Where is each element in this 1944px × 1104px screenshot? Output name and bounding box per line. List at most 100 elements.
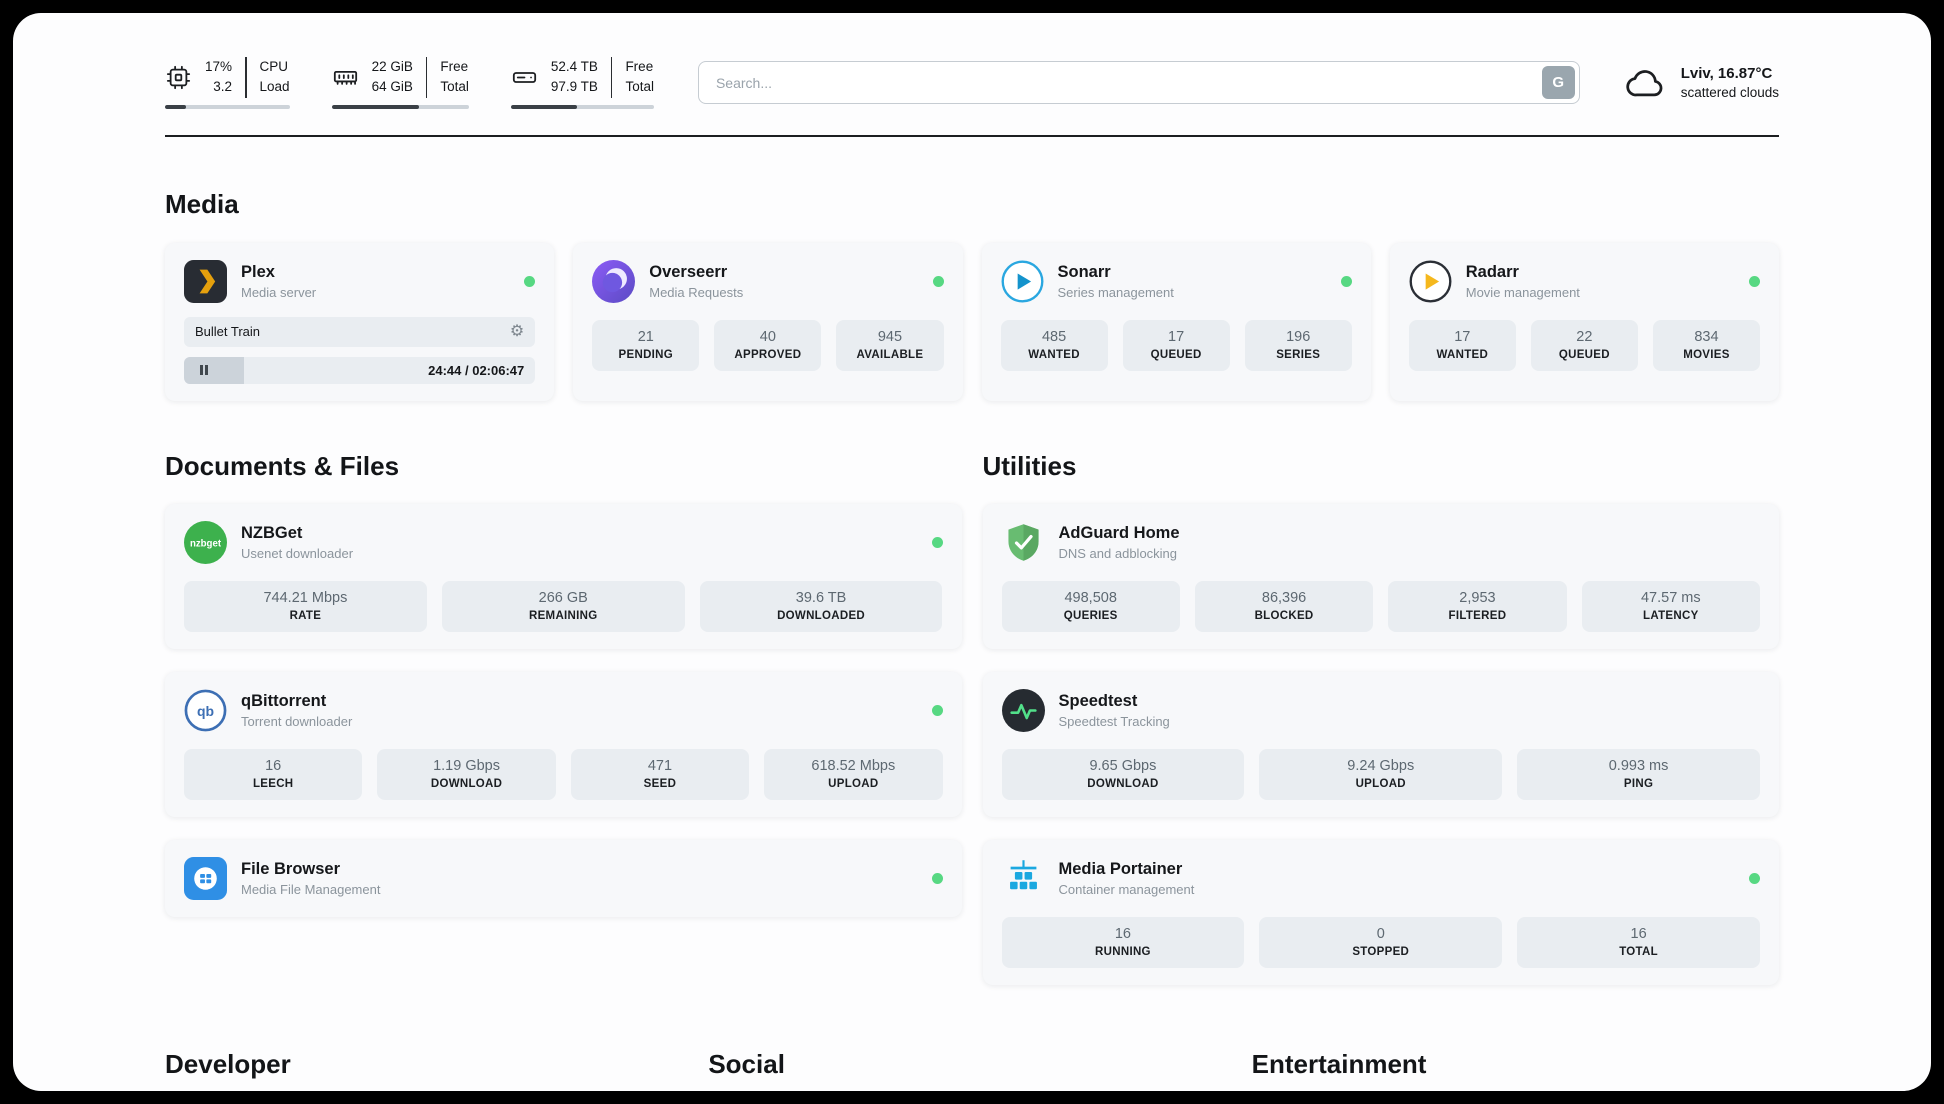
status-indicator: [931, 872, 943, 884]
app-name: AdGuard Home: [1058, 523, 1180, 542]
stat-divider: [425, 57, 428, 98]
pause-button[interactable]: [191, 362, 216, 379]
stat-box: 47.57 ms LATENCY: [1581, 580, 1760, 632]
now-playing-title: Bullet Train: [195, 324, 261, 339]
header-divider: [165, 134, 1779, 137]
stats-row: 9.65 Gbps DOWNLOAD 9.24 Gbps UPLOAD 0.99…: [1001, 748, 1761, 800]
stat-box: 9.65 Gbps DOWNLOAD: [1001, 748, 1245, 800]
status-indicator: [1340, 275, 1352, 287]
app-card-qbittorrent[interactable]: qb qBittorrent Torrent downloader: [165, 671, 962, 817]
weather-widget[interactable]: Lviv, 16.87°C scattered clouds: [1624, 61, 1779, 105]
ram-stat: 22 GiB 64 GiB Free Total: [331, 57, 469, 109]
stat-box: 39.6 TB DOWNLOADED: [699, 580, 943, 632]
cloud-icon: [1624, 61, 1668, 105]
app-name: Overseerr: [649, 262, 728, 281]
stat-box: 196 SERIES: [1244, 319, 1352, 371]
stat-value: 9.24 Gbps: [1347, 757, 1415, 774]
stats-row: 744.21 Mbps RATE 266 GB REMAINING 39.6 T…: [184, 580, 943, 632]
stat-value: 471: [647, 757, 673, 774]
app-name: Speedtest: [1058, 691, 1138, 710]
cpu-percent: 17%: [205, 59, 233, 74]
stat-box: 86,396 BLOCKED: [1194, 580, 1374, 632]
section-documents: Documents & Files nzbget NZBGet: [165, 413, 962, 985]
stat-value: 266 GB: [538, 589, 588, 606]
stat-box: 40 APPROVED: [714, 319, 822, 371]
stats-row: 485 WANTED 17 QUEUED 196 SERIES: [1000, 319, 1352, 371]
section-title-entertainment: Entertainment: [1251, 1048, 1427, 1079]
disk-total-value: 97.9 TB: [550, 79, 598, 95]
section-title-utilities: Utilities: [982, 450, 1077, 481]
app-name: qBittorrent: [241, 691, 327, 710]
stat-label: QUEUED: [1150, 348, 1202, 361]
app-card-nzbget[interactable]: nzbget NZBGet Usenet downloader 74: [165, 503, 962, 649]
weather-location: Lviv, 16.87°C: [1680, 65, 1773, 83]
system-stats: 17% 3.2 CPU Load: [165, 57, 654, 109]
stat-label: RUNNING: [1095, 945, 1151, 958]
stat-box: 9.24 Gbps UPLOAD: [1259, 748, 1503, 800]
status-indicator: [932, 275, 944, 287]
stat-label: STOPPED: [1352, 945, 1410, 958]
disk-stat: 52.4 TB 97.9 TB Free Total: [510, 57, 654, 109]
stat-label: LEECH: [252, 777, 294, 790]
app-subtitle: DNS and adblocking: [1058, 545, 1178, 561]
disk-free-value: 52.4 TB: [550, 59, 598, 74]
app-card-plex[interactable]: Plex Media server Bullet Train ⚙ 24:44 /…: [165, 242, 555, 401]
app-card-radarr[interactable]: Radarr Movie management 17 WANTED 22 QUE…: [1389, 242, 1779, 401]
stat-label: PING: [1623, 777, 1654, 790]
playback-progress-fill: [184, 356, 244, 384]
section-title-documents: Documents & Files: [165, 450, 400, 481]
stat-label: DOWNLOAD: [430, 777, 503, 790]
cpu-label: CPU: [259, 59, 289, 74]
stat-divider: [610, 57, 613, 98]
stat-label: SERIES: [1276, 348, 1321, 361]
ram-total-label: Total: [440, 79, 469, 95]
stat-value: 498,508: [1064, 589, 1117, 606]
app-card-sonarr[interactable]: Sonarr Series management 485 WANTED 17 Q…: [981, 242, 1371, 401]
stat-box: 21 PENDING: [592, 319, 700, 371]
app-card-speedtest[interactable]: Speedtest Speedtest Tracking 9.65 Gbps D…: [982, 671, 1779, 817]
stat-box: 0.993 ms PING: [1517, 748, 1760, 800]
stat-box: 834 MOVIES: [1652, 319, 1760, 371]
cpu-progress-bar: [165, 104, 290, 109]
search: G: [697, 61, 1580, 105]
cpu-icon: [165, 64, 192, 91]
stat-box: 2,953 FILTERED: [1388, 580, 1567, 632]
stat-label: UPLOAD: [828, 777, 879, 790]
bookmark-group-social: Social LI LinkedIn linkedin.com TW Twitt…: [708, 1049, 1235, 1092]
stat-value: 196: [1286, 328, 1311, 345]
app-card-filebrowser[interactable]: File Browser Media File Management: [165, 839, 962, 917]
stats-row: 21 PENDING 40 APPROVED 945 AVAILABLE: [592, 319, 944, 371]
app-subtitle: Torrent downloader: [241, 713, 353, 729]
stat-label: REMAINING: [528, 609, 598, 622]
qbittorrent-icon: qb: [184, 689, 227, 732]
stat-value: 9.65 Gbps: [1089, 757, 1157, 774]
app-card-overseerr[interactable]: Overseerr Media Requests 21 PENDING 40 A…: [573, 242, 963, 401]
stat-value: 16: [1630, 925, 1647, 942]
search-input[interactable]: [697, 61, 1580, 105]
stat-label: QUERIES: [1063, 609, 1118, 622]
search-engine-button[interactable]: G: [1541, 66, 1575, 100]
bookmark-group-entertainment: Entertainment YT YouTube youtube.com NF …: [1252, 1049, 1779, 1092]
stat-box: 16 LEECH: [184, 748, 363, 800]
playback-progress[interactable]: 24:44 / 02:06:47: [184, 356, 536, 384]
stats-row: 16 LEECH 1.19 Gbps DOWNLOAD 471 SEED: [184, 748, 943, 800]
app-subtitle: Series management: [1057, 284, 1174, 300]
pause-icon: [199, 365, 208, 375]
stat-label: DOWNLOADED: [777, 609, 866, 622]
portainer-icon: [1002, 857, 1045, 900]
status-indicator: [1749, 275, 1760, 287]
stat-label: TOTAL: [1619, 945, 1658, 958]
top-bar: 17% 3.2 CPU Load: [165, 57, 1779, 109]
ram-free-label: Free: [440, 59, 469, 74]
nzbget-icon: nzbget: [184, 520, 227, 564]
app-card-portainer[interactable]: Media Portainer Container management 16 …: [982, 839, 1779, 985]
gear-icon[interactable]: ⚙: [509, 322, 525, 340]
stat-box: 1.19 Gbps DOWNLOAD: [377, 748, 556, 800]
cpu-load-value: 3.2: [213, 79, 233, 95]
app-card-adguard[interactable]: AdGuard Home DNS and adblocking 498,508 …: [982, 503, 1779, 649]
middle-columns: Documents & Files nzbget NZBGet: [165, 413, 1779, 985]
sonarr-icon: [1001, 260, 1044, 303]
section-title-media: Media: [165, 188, 239, 219]
stat-label: UPLOAD: [1355, 777, 1406, 790]
bookmark-group-developer: Developer GH Github github.com SO StackO…: [165, 1049, 692, 1092]
